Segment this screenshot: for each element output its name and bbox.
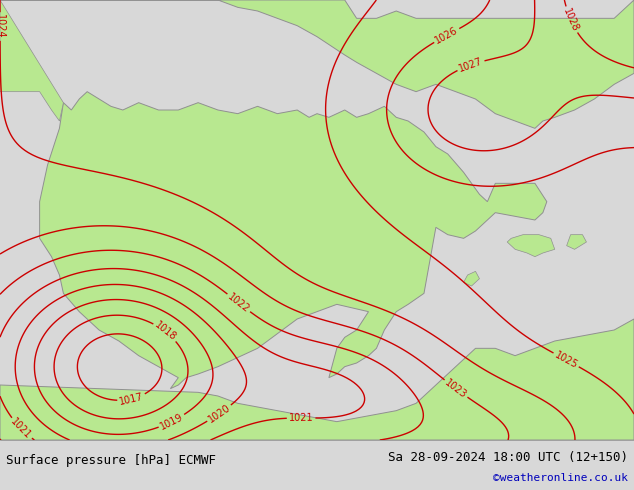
Text: 1025: 1025 — [553, 349, 579, 370]
Polygon shape — [0, 319, 634, 440]
Text: 1017: 1017 — [119, 391, 145, 407]
Polygon shape — [0, 0, 63, 121]
Text: Sa 28-09-2024 18:00 UTC (12+150): Sa 28-09-2024 18:00 UTC (12+150) — [387, 451, 628, 464]
Polygon shape — [507, 235, 555, 257]
Polygon shape — [39, 92, 547, 389]
Text: 1019: 1019 — [158, 412, 185, 431]
Text: ©weatheronline.co.uk: ©weatheronline.co.uk — [493, 472, 628, 483]
Polygon shape — [0, 0, 634, 128]
Text: Surface pressure [hPa] ECMWF: Surface pressure [hPa] ECMWF — [6, 454, 216, 466]
Polygon shape — [567, 235, 586, 249]
Text: 1022: 1022 — [226, 292, 252, 315]
Text: 1027: 1027 — [457, 56, 484, 74]
Polygon shape — [463, 271, 479, 286]
Text: 1026: 1026 — [434, 25, 460, 46]
Text: 1020: 1020 — [206, 402, 232, 424]
Text: 1023: 1023 — [443, 377, 469, 400]
Text: 1018: 1018 — [153, 320, 178, 343]
Text: 1021: 1021 — [9, 416, 34, 441]
Text: 1024: 1024 — [0, 14, 5, 39]
Text: 1021: 1021 — [288, 413, 313, 423]
Text: 1028: 1028 — [561, 7, 580, 33]
